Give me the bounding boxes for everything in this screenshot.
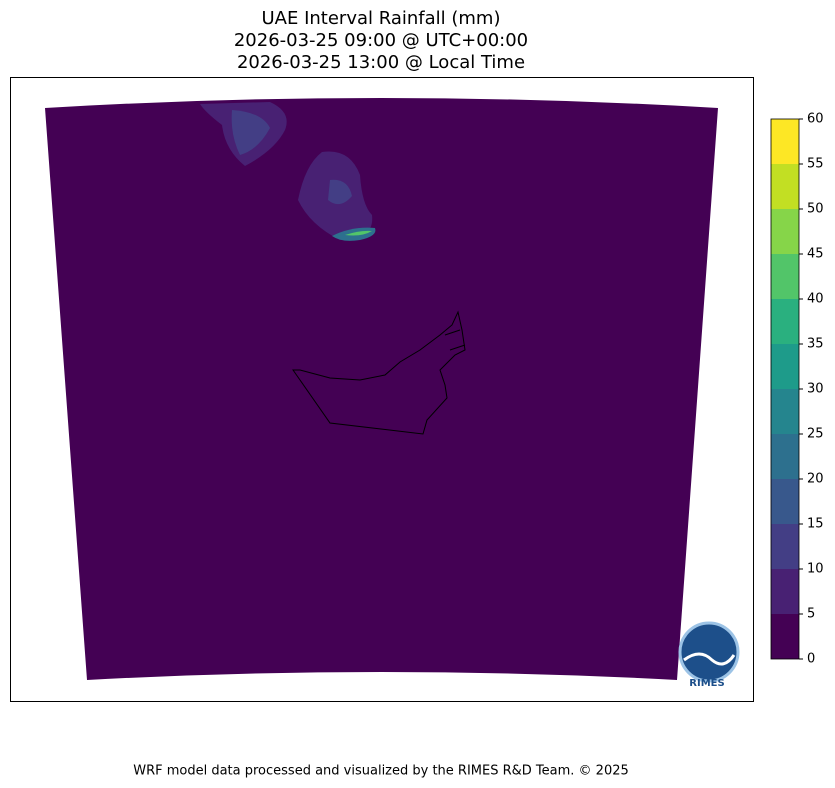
- rain-blob: [231, 110, 270, 155]
- rain-blob: [345, 230, 372, 236]
- model-domain: [45, 98, 718, 680]
- colorbar-segment: [771, 119, 799, 164]
- colorbar-segment: [771, 434, 799, 479]
- colorbar-tick-label: 0: [807, 652, 815, 667]
- colorbar-segment: [771, 524, 799, 569]
- colorbar-tick-label: 40: [807, 292, 824, 307]
- rain-areas: [200, 102, 376, 241]
- colorbar-tick-label: 10: [807, 562, 824, 577]
- colorbar-tick-label: 45: [807, 247, 824, 262]
- title-line: 2026-03-25 09:00 @ UTC+00:00: [234, 30, 528, 51]
- colorbar-tick-label: 50: [807, 202, 824, 217]
- colorbar-segment: [771, 254, 799, 299]
- colorbar-segment: [771, 344, 799, 389]
- logo-wave: [683, 652, 736, 666]
- title-line: UAE Interval Rainfall (mm): [262, 8, 501, 29]
- colorbar-segment: [771, 389, 799, 434]
- colorbar-segment: [771, 614, 799, 659]
- colorbar-segment: [771, 569, 799, 614]
- logo: RIMES: [678, 621, 740, 689]
- logo-circle: [678, 621, 740, 683]
- colorbar-segment: [771, 299, 799, 344]
- colorbar-tick-label: 20: [807, 472, 824, 487]
- logo-label: RIMES: [689, 678, 724, 689]
- colorbar-tick-label: 15: [807, 517, 824, 532]
- colorbar-tick-label: 30: [807, 382, 824, 397]
- footer: WRF model data processed and visualized …: [133, 764, 629, 779]
- colorbar-tick-label: 35: [807, 337, 824, 352]
- colorbar-tick-label: 25: [807, 427, 824, 442]
- rain-blob: [328, 179, 352, 205]
- country-border: [292, 310, 466, 435]
- colorbar-segment: [771, 479, 799, 524]
- colorbar-segment: [771, 164, 799, 209]
- colorbar-tick-label: 55: [807, 157, 824, 172]
- colorbar-tick-label: 60: [807, 112, 824, 127]
- colorbar-tick-label: 5: [807, 607, 815, 622]
- colorbar: 0 5 10 15 20 25 30 35 40 45 50 55 60: [770, 112, 824, 667]
- colorbar-segment: [771, 209, 799, 254]
- title-line: 2026-03-25 13:00 @ Local Time: [237, 52, 525, 73]
